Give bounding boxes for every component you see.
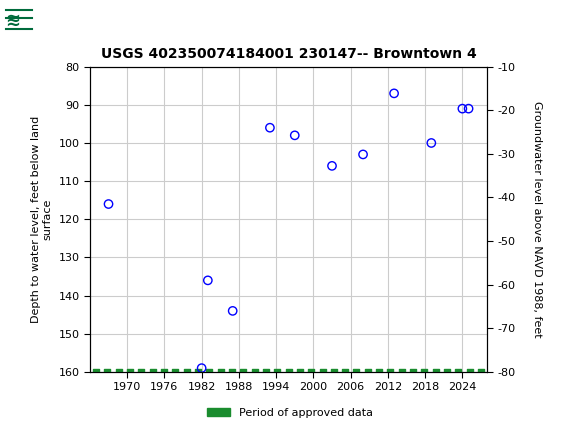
Point	[238, 369, 248, 375]
Point	[295, 369, 305, 375]
Point	[216, 369, 225, 375]
Y-axis label: Groundwater level above NAVD 1988, feet: Groundwater level above NAVD 1988, feet	[532, 101, 542, 338]
Point	[250, 369, 259, 375]
Point	[104, 201, 113, 208]
Point	[443, 369, 452, 375]
Point	[205, 369, 214, 375]
Point	[114, 369, 124, 375]
Point	[427, 140, 436, 147]
Point	[103, 369, 112, 375]
Point	[160, 369, 169, 375]
Point	[454, 369, 463, 375]
Text: ≋: ≋	[5, 12, 20, 29]
Point	[197, 365, 206, 372]
Point	[265, 124, 274, 131]
Point	[318, 369, 327, 375]
Point	[227, 369, 237, 375]
Point	[458, 105, 467, 112]
Point	[476, 369, 485, 375]
Point	[137, 369, 146, 375]
Point	[352, 369, 361, 375]
Point	[92, 369, 101, 375]
Point	[329, 369, 339, 375]
Point	[408, 369, 418, 375]
Title: USGS 402350074184001 230147-- Browntown 4: USGS 402350074184001 230147-- Browntown …	[101, 47, 476, 61]
Point	[148, 369, 157, 375]
Point	[203, 277, 212, 284]
Text: USGS: USGS	[78, 12, 133, 29]
Point	[465, 369, 474, 375]
Point	[171, 369, 180, 375]
Point	[290, 132, 299, 139]
Point	[358, 151, 368, 158]
Point	[273, 369, 282, 375]
Point	[307, 369, 316, 375]
Point	[261, 369, 270, 375]
Point	[182, 369, 191, 375]
Point	[193, 369, 202, 375]
Legend: Period of approved data: Period of approved data	[203, 403, 377, 422]
Point	[125, 369, 135, 375]
Point	[327, 163, 336, 169]
Point	[420, 369, 429, 375]
Point	[363, 369, 372, 375]
Point	[340, 369, 350, 375]
Y-axis label: Depth to water level, feet below land
surface: Depth to water level, feet below land su…	[31, 116, 53, 323]
Point	[375, 369, 384, 375]
Point	[431, 369, 440, 375]
Point	[397, 369, 407, 375]
Point	[389, 90, 398, 97]
Point	[228, 307, 237, 314]
Point	[386, 369, 395, 375]
Point	[284, 369, 293, 375]
Point	[464, 105, 473, 112]
